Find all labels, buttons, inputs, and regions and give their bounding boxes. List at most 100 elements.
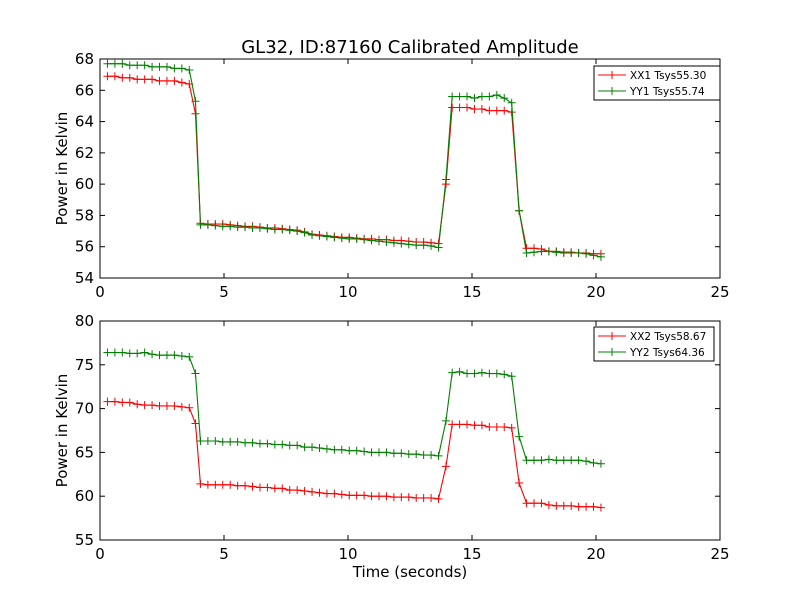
data-point-marker — [544, 247, 553, 256]
data-point-marker — [367, 448, 376, 457]
legend-entry-label: XX1 Tsys55.30 — [630, 70, 706, 82]
data-point-marker — [322, 232, 331, 241]
y-tick-label: 55 — [75, 531, 94, 549]
data-point-marker — [140, 401, 149, 410]
data-point-marker — [248, 223, 257, 232]
data-point-marker — [500, 370, 509, 379]
data-point-marker — [308, 443, 317, 452]
data-point-marker — [507, 423, 516, 432]
data-point-marker — [492, 422, 501, 431]
data-point-marker — [118, 73, 127, 82]
data-point-marker — [255, 223, 264, 232]
data-point-marker — [492, 369, 501, 378]
legend-entry-label: YY1 Tsys55.74 — [629, 86, 705, 98]
data-point-marker — [434, 494, 443, 503]
data-point-marker — [404, 240, 413, 249]
data-point-marker — [434, 451, 443, 460]
data-point-marker — [455, 92, 464, 101]
data-point-marker — [170, 351, 179, 360]
data-point-marker — [293, 486, 302, 495]
y-axis-label: Power in Kelvin — [53, 112, 71, 226]
data-point-marker — [485, 369, 494, 378]
data-point-marker — [389, 449, 398, 458]
data-point-marker — [412, 493, 421, 502]
data-point-marker — [241, 223, 250, 232]
data-point-marker — [170, 64, 179, 73]
data-point-marker — [330, 233, 339, 242]
data-point-marker — [330, 445, 339, 454]
legend-entry-label: YY2 Tsys64.36 — [629, 347, 705, 359]
data-point-marker — [492, 90, 501, 99]
figure-title: GL32, ID:87160 Calibrated Amplitude — [241, 37, 579, 58]
data-point-marker — [500, 106, 509, 115]
legend: XX1 Tsys55.30 YY1 Tsys55.74 — [593, 65, 721, 101]
data-point-marker — [196, 220, 205, 229]
data-point-marker — [300, 486, 309, 495]
x-axis-label: Time (seconds) — [352, 563, 468, 581]
data-point-marker — [530, 248, 538, 257]
data-point-marker — [226, 480, 235, 489]
data-point-marker — [352, 234, 361, 243]
data-point-marker — [203, 220, 212, 229]
data-point-marker — [191, 419, 200, 428]
data-point-marker — [191, 369, 200, 378]
data-point-marker — [375, 492, 383, 501]
data-point-marker — [308, 230, 317, 239]
data-point-marker — [567, 248, 576, 257]
data-point-marker — [470, 369, 479, 378]
data-point-marker — [567, 501, 576, 510]
data-point-marker — [278, 484, 287, 493]
data-point-marker — [589, 502, 598, 511]
data-point-marker — [441, 175, 450, 184]
data-point-marker — [574, 502, 583, 511]
data-point-marker — [148, 75, 157, 84]
data-point-marker — [382, 492, 391, 501]
data-point-marker — [110, 397, 119, 406]
data-point-marker — [148, 62, 157, 71]
data-point-marker — [185, 352, 194, 361]
data-point-marker — [263, 439, 272, 448]
data-point-marker — [293, 227, 302, 236]
data-point-marker — [382, 448, 391, 457]
data-point-marker — [530, 499, 538, 508]
data-point-marker — [140, 61, 149, 70]
data-point-marker — [140, 348, 149, 357]
data-point-marker — [537, 456, 546, 465]
data-point-marker — [233, 223, 242, 232]
data-point-marker — [322, 489, 331, 498]
data-point-marker — [148, 350, 157, 359]
data-point-marker — [404, 493, 413, 502]
data-point-marker — [477, 92, 486, 101]
data-point-marker — [367, 492, 376, 501]
data-point-marker — [441, 462, 450, 471]
x-tick-label: 20 — [586, 545, 605, 563]
legend: XX2 Tsys58.67 YY2 Tsys64.36 — [593, 326, 715, 362]
data-point-marker — [515, 479, 524, 488]
y-tick-label: 75 — [75, 356, 94, 374]
data-point-marker — [103, 397, 112, 406]
data-point-marker — [470, 94, 479, 103]
y-tick-label: 60 — [75, 487, 94, 505]
data-point-marker — [522, 499, 531, 508]
x-tick-label: 0 — [95, 545, 105, 563]
data-point-marker — [552, 456, 561, 465]
data-point-marker — [397, 449, 406, 458]
data-point-marker — [559, 456, 568, 465]
top-chart-panel: 0 5 10 15 20 25 54 56 58 60 62 64 66 68 Power in Kelvi… — [53, 50, 730, 301]
data-point-marker — [133, 61, 142, 70]
data-point-marker — [345, 491, 354, 500]
data-point-marker — [248, 438, 257, 447]
data-point-marker — [470, 105, 479, 114]
data-point-marker — [582, 457, 591, 466]
data-point-marker — [463, 369, 472, 378]
data-point-marker — [389, 238, 398, 247]
data-point-marker — [196, 479, 205, 488]
data-point-marker — [155, 351, 164, 360]
y-tick-label: 56 — [75, 238, 94, 256]
data-point-marker — [315, 231, 324, 240]
data-point-marker — [103, 59, 112, 68]
data-point-marker — [285, 226, 294, 235]
data-point-marker — [118, 398, 127, 407]
data-point-marker — [241, 438, 250, 447]
